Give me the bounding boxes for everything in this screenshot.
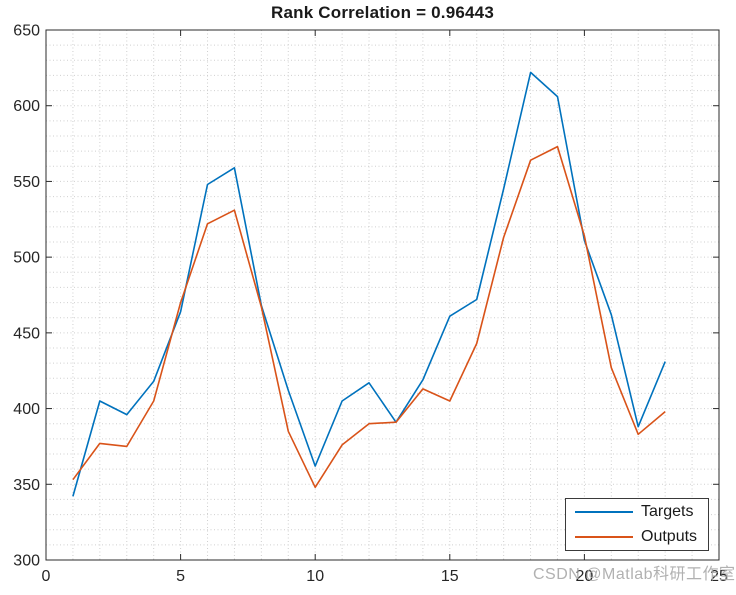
x-tick-label: 25 — [710, 568, 728, 585]
watermark: CSDN @Matlab科研工作室 — [533, 566, 736, 583]
y-tick-label: 500 — [13, 250, 40, 267]
y-tick-label: 300 — [13, 553, 40, 570]
y-tick-label: 400 — [13, 401, 40, 418]
legend-label-targets: Targets — [641, 503, 694, 521]
chart-title: Rank Correlation = 0.96443 — [271, 3, 494, 22]
y-tick-label: 450 — [13, 325, 40, 342]
y-tick-label: 550 — [13, 174, 40, 191]
y-tick-label: 350 — [13, 477, 40, 494]
x-tick-label: 15 — [441, 568, 459, 585]
legend: Targets Outputs — [565, 498, 709, 551]
x-tick-label: 0 — [42, 568, 51, 585]
series-line-outputs — [72, 145, 666, 489]
y-tick-label: 650 — [13, 23, 40, 40]
x-tick-label: 5 — [176, 568, 185, 585]
legend-label-outputs: Outputs — [641, 527, 698, 545]
x-tick-label: 10 — [306, 568, 324, 585]
y-tick-label: 600 — [13, 98, 40, 115]
x-tick-label: 20 — [576, 568, 594, 585]
targets-line-sample — [575, 511, 633, 514]
outputs-line-sample — [575, 535, 633, 538]
legend-entry-outputs: Outputs — [566, 526, 708, 548]
legend-entry-targets: Targets — [566, 501, 708, 523]
